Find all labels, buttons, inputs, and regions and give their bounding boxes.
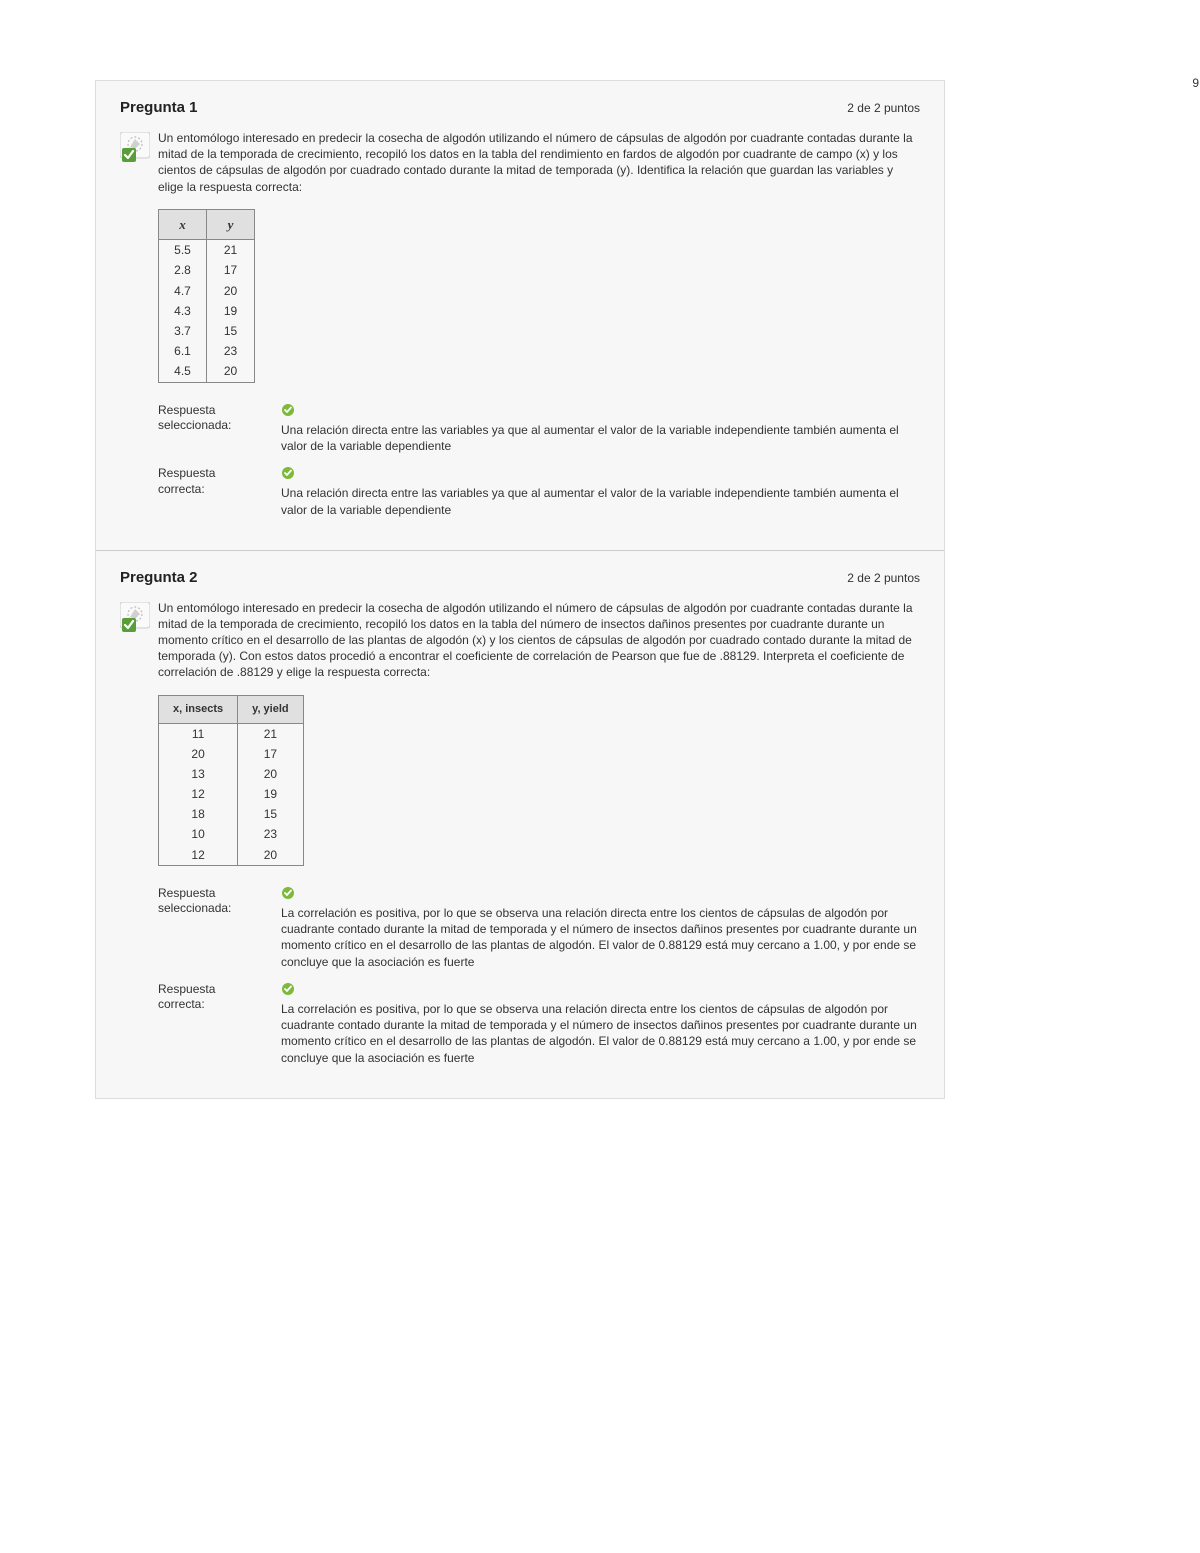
check-icon [281,466,918,484]
table-row: 1815 [159,804,304,824]
data-table: x y 5.521 2.817 4.720 4.319 3.715 6.123 … [158,209,255,383]
table-header: y, yield [238,695,303,723]
data-table: x, insects y, yield 1121 2017 1320 1219 … [158,695,304,866]
table-row: 1121 [159,723,304,744]
correct-answer-label: Respuesta correcta: [158,982,263,1066]
question-points: 2 de 2 puntos [847,101,920,115]
table-header: y [207,209,255,240]
question-header: Pregunta 2 2 de 2 puntos [120,569,920,586]
question-block: Pregunta 1 2 de 2 puntos Un entomólogo i… [96,81,944,551]
question-title: Pregunta 2 [120,569,198,586]
correct-answer-label: Respuesta correcta: [158,466,263,518]
table-row: 4.319 [159,301,255,321]
correct-answer-row: Respuesta correcta: La correlación es po… [158,982,920,1066]
question-status-icon [120,602,150,1078]
question-prompt: Un entomólogo interesado en predecir la … [158,600,920,681]
selected-answer-row: Respuesta seleccionada: La correlación e… [158,886,920,970]
correct-answer-row: Respuesta correcta: Una relación directa… [158,466,920,518]
table-row: 1320 [159,764,304,784]
question-title: Pregunta 1 [120,99,198,116]
question-prompt: Un entomólogo interesado en predecir la … [158,130,920,195]
check-icon [281,982,918,1000]
correct-answer-text: La correlación es positiva, por lo que s… [281,982,920,1066]
question-block: Pregunta 2 2 de 2 puntos Un entomólogo i… [96,551,944,1098]
correct-answer-text: Una relación directa entre las variables… [281,466,920,518]
table-row: 4.520 [159,361,255,382]
selected-answer-text: Una relación directa entre las variables… [281,403,920,455]
table-row: 3.715 [159,321,255,341]
table-row: 6.123 [159,341,255,361]
table-row: 4.720 [159,281,255,301]
check-icon [281,403,918,421]
question-status-icon [120,132,150,530]
selected-answer-row: Respuesta seleccionada: Una relación dir… [158,403,920,455]
selected-answer-text: La correlación es positiva, por lo que s… [281,886,920,970]
question-points: 2 de 2 puntos [847,571,920,585]
table-row: 1220 [159,845,304,866]
check-icon [281,886,918,904]
selected-answer-label: Respuesta seleccionada: [158,886,263,970]
table-header: x [159,209,207,240]
table-row: 1023 [159,824,304,844]
selected-answer-label: Respuesta seleccionada: [158,403,263,455]
table-row: 2017 [159,744,304,764]
table-row: 1219 [159,784,304,804]
table-row: 2.817 [159,260,255,280]
table-row: 5.521 [159,240,255,261]
table-header: x, insects [159,695,238,723]
question-header: Pregunta 1 2 de 2 puntos [120,99,920,116]
page-number: 9 [1192,76,1199,90]
quiz-page: 9 Pregunta 1 2 de 2 puntos Un entomólogo… [95,80,945,1099]
